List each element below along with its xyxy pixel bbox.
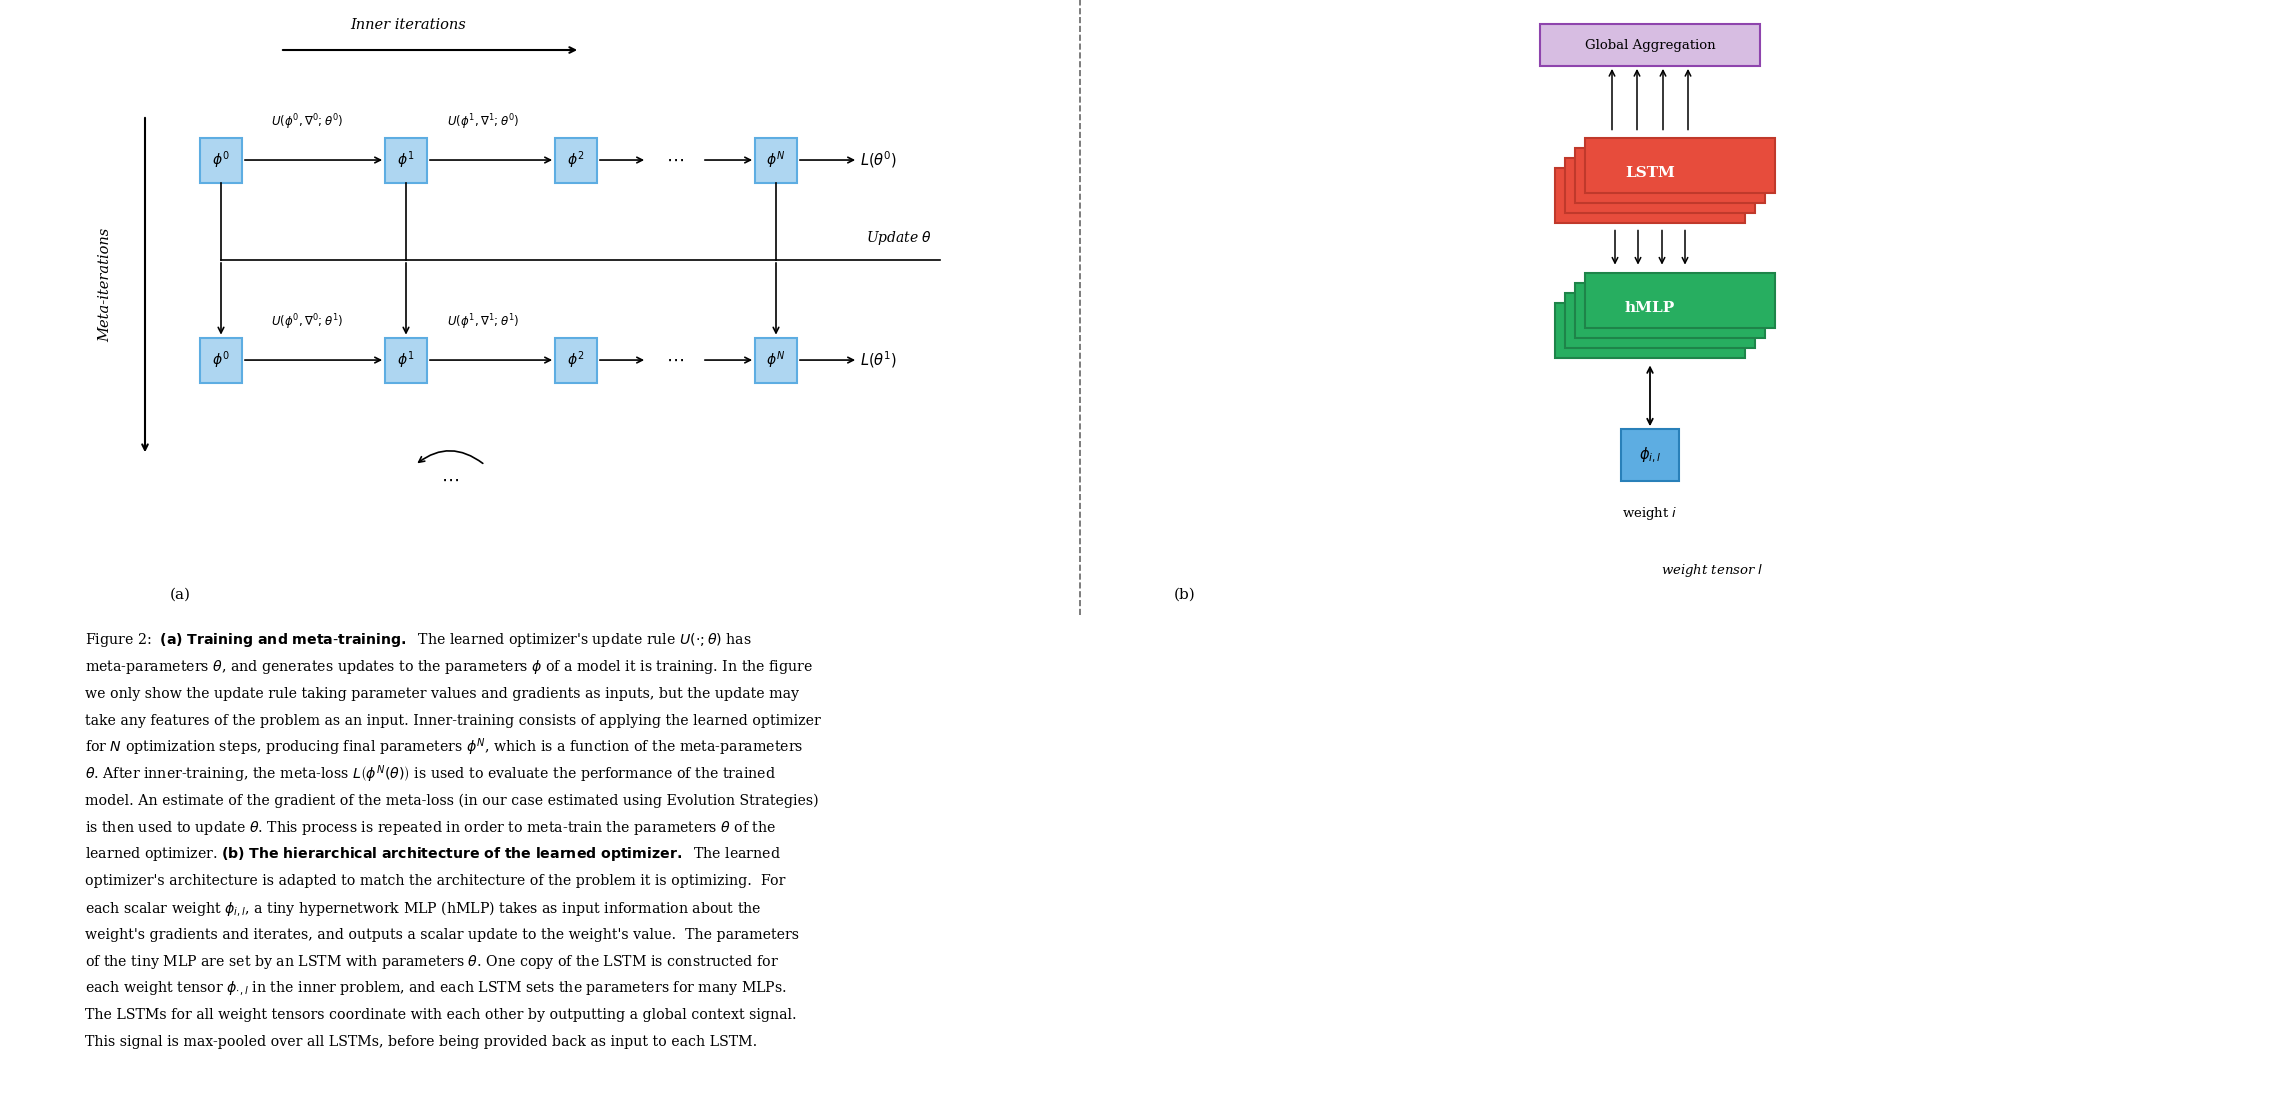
- Text: $L(\theta^1)$: $L(\theta^1)$: [859, 349, 898, 370]
- Text: take any features of the problem as an input. Inner-training consists of applyin: take any features of the problem as an i…: [84, 714, 820, 727]
- FancyBboxPatch shape: [556, 138, 597, 183]
- Text: $\phi^N$: $\phi^N$: [766, 149, 786, 171]
- FancyBboxPatch shape: [1620, 429, 1680, 481]
- Text: $\cdots$: $\cdots$: [665, 351, 684, 369]
- Text: LSTM: LSTM: [1625, 166, 1675, 180]
- Text: $U(\phi^1, \nabla^1; \theta^0)$: $U(\phi^1, \nabla^1; \theta^0)$: [447, 112, 520, 131]
- Text: $\phi^2$: $\phi^2$: [567, 349, 586, 371]
- Text: $\cdots$: $\cdots$: [665, 151, 684, 169]
- FancyBboxPatch shape: [385, 337, 426, 382]
- FancyBboxPatch shape: [556, 337, 597, 382]
- Text: $U(\phi^1, \nabla^1; \theta^1)$: $U(\phi^1, \nabla^1; \theta^1)$: [447, 312, 520, 332]
- Text: Update $\theta$: Update $\theta$: [866, 229, 932, 247]
- Text: $\phi^1$: $\phi^1$: [397, 149, 415, 171]
- Text: weight tensor $l$: weight tensor $l$: [1661, 562, 1764, 578]
- Text: $\phi^2$: $\phi^2$: [567, 149, 586, 171]
- Text: of the tiny MLP are set by an LSTM with parameters $\theta$. One copy of the LST: of the tiny MLP are set by an LSTM with …: [84, 953, 779, 970]
- Text: Inner iterations: Inner iterations: [351, 18, 465, 32]
- Text: model. An estimate of the gradient of the meta-loss (in our case estimated using: model. An estimate of the gradient of th…: [84, 794, 818, 808]
- Text: $\phi_{i,l}$: $\phi_{i,l}$: [1639, 446, 1661, 464]
- FancyBboxPatch shape: [1566, 158, 1755, 212]
- Text: $\theta$. After inner-training, the meta-loss $L\left(\phi^N(\theta)\right)$ is : $\theta$. After inner-training, the meta…: [84, 763, 775, 785]
- Text: each weight tensor $\phi_{\cdot,l}$ in the inner problem, and each LSTM sets the: each weight tensor $\phi_{\cdot,l}$ in t…: [84, 979, 786, 998]
- Text: $\phi^0$: $\phi^0$: [212, 349, 230, 371]
- Text: Meta-iterations: Meta-iterations: [98, 228, 112, 342]
- FancyBboxPatch shape: [1554, 302, 1746, 358]
- Text: $U(\phi^0, \nabla^0; \theta^1)$: $U(\phi^0, \nabla^0; \theta^1)$: [271, 312, 344, 332]
- Text: $\phi^1$: $\phi^1$: [397, 349, 415, 371]
- Text: optimizer's architecture is adapted to match the architecture of the problem it : optimizer's architecture is adapted to m…: [84, 874, 786, 888]
- FancyBboxPatch shape: [201, 138, 242, 183]
- FancyBboxPatch shape: [1575, 148, 1764, 203]
- FancyBboxPatch shape: [1566, 292, 1755, 347]
- Text: for $N$ optimization steps, producing final parameters $\phi^N$, which is a func: for $N$ optimization steps, producing fi…: [84, 737, 804, 758]
- Text: is then used to update $\theta$. This process is repeated in order to meta-train: is then used to update $\theta$. This pr…: [84, 819, 777, 837]
- FancyBboxPatch shape: [1554, 168, 1746, 222]
- Text: weight's gradients and iterates, and outputs a scalar update to the weight's val: weight's gradients and iterates, and out…: [84, 927, 800, 942]
- Text: hMLP: hMLP: [1625, 301, 1675, 315]
- Text: Figure 2:  $\bf{(a)\ Training\ and\ meta\text{-}training.}$  The learned optimiz: Figure 2: $\bf{(a)\ Training\ and\ meta\…: [84, 631, 752, 649]
- Text: $\cdots$: $\cdots$: [442, 471, 458, 489]
- FancyBboxPatch shape: [1584, 138, 1775, 193]
- Text: each scalar weight $\phi_{i,l}$, a tiny hypernetwork MLP (hMLP) takes as input i: each scalar weight $\phi_{i,l}$, a tiny …: [84, 899, 761, 918]
- Text: weight $i$: weight $i$: [1623, 505, 1677, 521]
- Text: $L(\theta^0)$: $L(\theta^0)$: [859, 150, 898, 171]
- FancyBboxPatch shape: [1575, 283, 1764, 337]
- Text: learned optimizer. $\bf{(b)\ The\ hierarchical\ architecture\ of\ the\ learned\ : learned optimizer. $\bf{(b)\ The\ hierar…: [84, 845, 782, 864]
- FancyBboxPatch shape: [385, 138, 426, 183]
- Text: meta-parameters $\theta$, and generates updates to the parameters $\phi$ of a mo: meta-parameters $\theta$, and generates …: [84, 658, 814, 676]
- FancyBboxPatch shape: [754, 138, 798, 183]
- Text: (b): (b): [1174, 588, 1196, 602]
- Text: This signal is max-pooled over all LSTMs, before being provided back as input to: This signal is max-pooled over all LSTMs…: [84, 1035, 757, 1049]
- Text: Global Aggregation: Global Aggregation: [1584, 38, 1716, 51]
- FancyBboxPatch shape: [1584, 273, 1775, 327]
- FancyBboxPatch shape: [201, 337, 242, 382]
- FancyBboxPatch shape: [754, 337, 798, 382]
- Text: we only show the update rule taking parameter values and gradients as inputs, bu: we only show the update rule taking para…: [84, 687, 800, 701]
- FancyBboxPatch shape: [1541, 24, 1759, 66]
- Text: (a): (a): [169, 588, 191, 602]
- Text: $U(\phi^0, \nabla^0; \theta^0)$: $U(\phi^0, \nabla^0; \theta^0)$: [271, 112, 344, 131]
- Text: The LSTMs for all weight tensors coordinate with each other by outputting a glob: The LSTMs for all weight tensors coordin…: [84, 1008, 798, 1023]
- Text: $\phi^0$: $\phi^0$: [212, 149, 230, 171]
- Text: $\phi^N$: $\phi^N$: [766, 349, 786, 371]
